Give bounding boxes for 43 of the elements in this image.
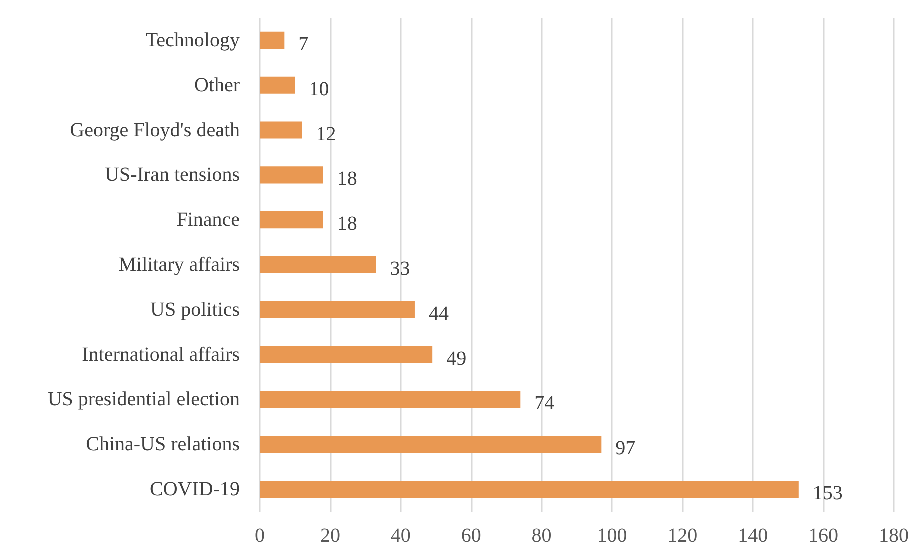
data-label: 49 xyxy=(446,348,467,370)
x-tick-label: 180 xyxy=(879,525,909,547)
x-tick-label: 20 xyxy=(320,525,340,547)
x-tick-label: 60 xyxy=(461,525,482,547)
x-tick-label: 120 xyxy=(668,525,698,547)
bar xyxy=(260,346,433,364)
data-label: 18 xyxy=(337,213,358,236)
y-tick-label: Technology xyxy=(146,29,240,52)
bar xyxy=(260,32,285,49)
bar xyxy=(260,212,324,229)
y-tick-label: COVID-19 xyxy=(150,478,240,501)
data-label: 18 xyxy=(337,168,358,190)
bar xyxy=(260,436,602,454)
x-tick-label: 140 xyxy=(738,525,768,547)
bar xyxy=(260,76,296,94)
data-label: 12 xyxy=(316,123,336,146)
x-tick-label: 160 xyxy=(808,525,839,547)
bar xyxy=(260,301,415,318)
x-tick-label: 40 xyxy=(390,525,411,547)
y-tick-label: Other xyxy=(194,74,240,96)
data-label: 44 xyxy=(428,302,449,325)
data-label: 74 xyxy=(534,392,555,415)
y-tick-label: US presidential election xyxy=(48,388,240,411)
bar xyxy=(260,391,521,408)
y-tick-label: George Floyd's death xyxy=(70,119,240,142)
x-tick-label: 80 xyxy=(532,525,552,547)
bar xyxy=(260,166,324,184)
bar xyxy=(260,122,302,139)
data-label: 33 xyxy=(390,258,410,280)
x-tick-label: 0 xyxy=(255,525,265,547)
bar xyxy=(260,256,376,274)
bar xyxy=(260,481,799,498)
y-tick-label: China-US relations xyxy=(86,434,240,456)
data-label: 153 xyxy=(812,482,843,505)
data-label: 7 xyxy=(298,33,309,56)
y-tick-label: International affairs xyxy=(82,344,240,366)
y-tick-label: Finance xyxy=(176,209,240,232)
y-tick-label: Military affairs xyxy=(118,254,240,276)
y-tick-label: US-Iran tensions xyxy=(105,164,240,186)
data-label: 97 xyxy=(616,438,636,460)
x-tick-label: 100 xyxy=(597,525,628,547)
y-tick-label: US politics xyxy=(150,298,240,321)
data-label: 10 xyxy=(309,78,330,100)
